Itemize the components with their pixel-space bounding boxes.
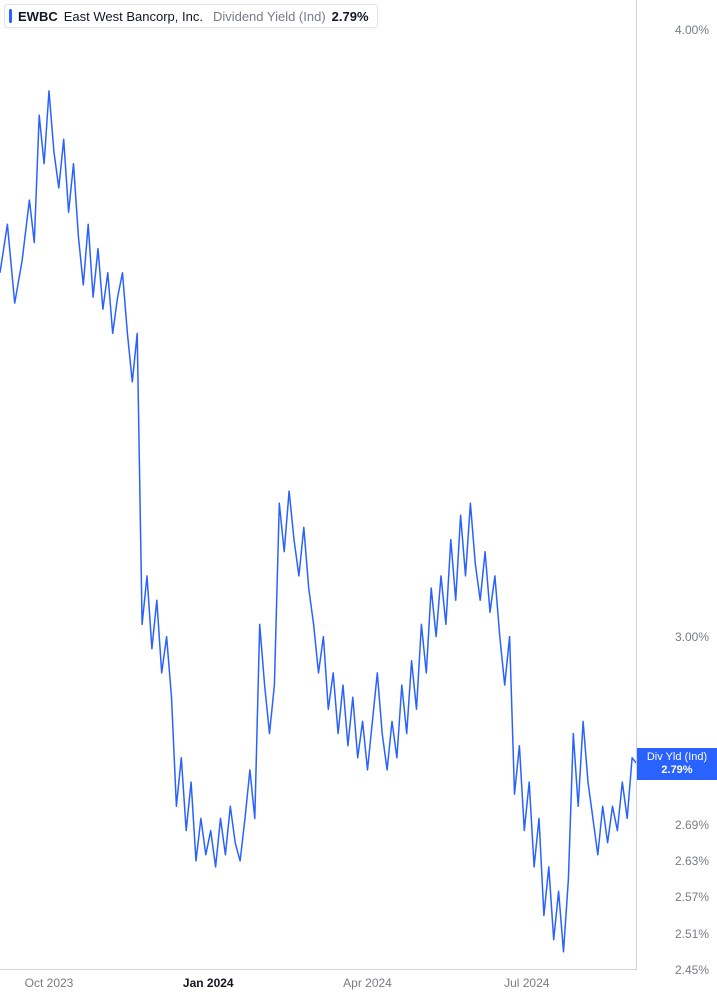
y-tick-label: 3.00% [675,630,709,644]
x-axis: Oct 2023 Jan 2024 Apr 2024 Jul 2024 [0,969,637,1005]
x-tick-label: Apr 2024 [343,976,392,990]
price-tag-value: 2.79% [641,764,713,777]
chart-container: EWBC East West Bancorp, Inc. Dividend Yi… [0,0,717,1005]
yield-line [0,91,637,952]
x-tick-label: Jul 2024 [504,976,549,990]
y-tick-label: 2.45% [675,963,709,977]
line-chart-svg [0,0,637,970]
chart-plot-area[interactable] [0,0,637,970]
y-tick-label: 2.57% [675,890,709,904]
y-tick-label: 2.63% [675,854,709,868]
y-tick-label: 2.51% [675,927,709,941]
price-tag-title: Div Yld (Ind) [641,751,713,764]
y-axis: Div Yld (Ind) 2.79% 4.00% 3.00% 2.69% 2.63%… [636,0,717,970]
x-tick-label: Oct 2023 [25,976,74,990]
y-tick-label: 4.00% [675,23,709,37]
x-tick-label: Jan 2024 [183,976,234,990]
price-tag: Div Yld (Ind) 2.79% [637,748,717,780]
y-tick-label: 2.69% [675,818,709,832]
